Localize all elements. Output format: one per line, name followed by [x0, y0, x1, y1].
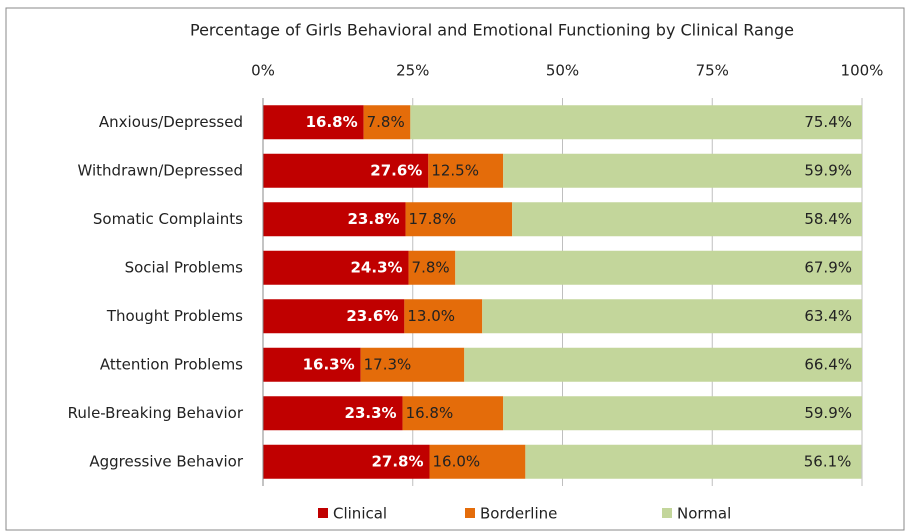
legend-swatch: [465, 508, 475, 518]
data-label: 7.8%: [367, 113, 405, 131]
category-label: Anxious/Depressed: [99, 113, 243, 131]
x-tick-label: 25%: [396, 62, 429, 80]
x-tick-label: 0%: [251, 62, 275, 80]
data-label: 58.4%: [804, 210, 852, 228]
bar-segment: [464, 347, 862, 382]
bar-segment: [263, 202, 406, 237]
data-label: 16.8%: [306, 113, 358, 131]
x-tick-label: 75%: [696, 62, 729, 80]
data-label: 7.8%: [412, 258, 450, 276]
data-label: 27.8%: [371, 452, 423, 470]
data-label: 13.0%: [407, 307, 455, 325]
data-label: 63.4%: [804, 307, 852, 325]
bar-segment: [360, 347, 465, 382]
chart-title: Percentage of Girls Behavioral and Emoti…: [190, 21, 794, 40]
legend-swatch: [318, 508, 328, 518]
data-label: 17.3%: [364, 355, 412, 373]
data-label: 56.1%: [804, 452, 852, 470]
bar-segment: [263, 153, 429, 188]
legend-label: Normal: [677, 505, 731, 523]
data-label: 59.9%: [804, 404, 852, 422]
bar-segment: [263, 396, 403, 431]
legend-label: Clinical: [333, 505, 387, 523]
x-tick-label: 50%: [546, 62, 579, 80]
bar-segment: [408, 250, 456, 285]
legend-label: Borderline: [480, 505, 557, 523]
bar-segment: [404, 299, 483, 334]
bar-segment: [363, 105, 411, 140]
bar-segment: [410, 105, 862, 140]
bar-segment: [263, 347, 361, 382]
bar-segment: [429, 444, 526, 479]
bar-segment: [503, 396, 862, 431]
x-tick-label: 100%: [841, 62, 884, 80]
bar-segment: [263, 299, 405, 334]
data-label: 75.4%: [804, 113, 852, 131]
category-label: Social Problems: [125, 258, 244, 276]
data-label: 24.3%: [351, 258, 403, 276]
data-label: 23.6%: [346, 307, 398, 325]
data-label: 16.0%: [433, 452, 481, 470]
bar-segment: [402, 396, 504, 431]
data-label: 27.6%: [370, 161, 422, 179]
data-label: 23.8%: [348, 210, 400, 228]
bar-segment: [263, 250, 409, 285]
data-label: 59.9%: [804, 161, 852, 179]
bar-segment: [455, 250, 862, 285]
category-label: Rule-Breaking Behavior: [68, 404, 244, 422]
data-label: 23.3%: [345, 404, 397, 422]
data-label: 16.8%: [406, 404, 454, 422]
category-label: Thought Problems: [106, 307, 243, 325]
bar-segment: [525, 444, 862, 479]
bar-segment: [405, 202, 513, 237]
bar-segment: [263, 444, 430, 479]
data-label: 12.5%: [431, 161, 479, 179]
bar-segment: [512, 202, 862, 237]
legend-swatch: [662, 508, 672, 518]
bar-segment: [482, 299, 862, 334]
category-label: Attention Problems: [100, 355, 243, 373]
category-label: Somatic Complaints: [93, 210, 243, 228]
data-label: 16.3%: [303, 355, 355, 373]
category-label: Withdrawn/Depressed: [77, 161, 243, 179]
bar-segment: [428, 153, 504, 188]
data-label: 67.9%: [804, 258, 852, 276]
bar-segment: [263, 105, 364, 140]
data-label: 66.4%: [804, 355, 852, 373]
data-label: 17.8%: [409, 210, 457, 228]
bar-segment: [503, 153, 862, 188]
category-label: Aggressive Behavior: [89, 452, 243, 470]
